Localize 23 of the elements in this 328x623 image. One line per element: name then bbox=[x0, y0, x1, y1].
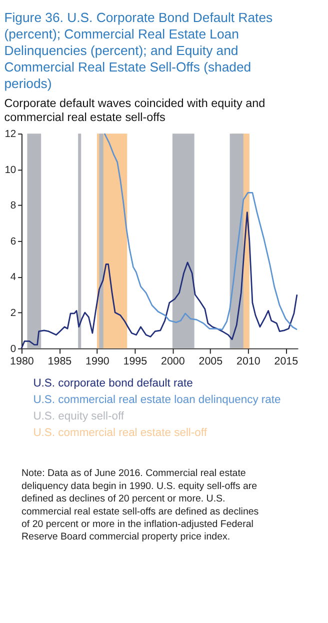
y-tick-label: 8 bbox=[10, 200, 16, 212]
y-tick-label: 6 bbox=[10, 236, 16, 248]
x-tick-label: 2000 bbox=[160, 355, 185, 368]
text: U.S. commercial real estate loan delinquency rate bbox=[33, 394, 281, 406]
x-tick-label: 1990 bbox=[86, 355, 110, 368]
chart-subtitle: Corporate default waves coincided with equity and commercial real estate sell-offs bbox=[4, 97, 266, 124]
y-tick-label: 0 bbox=[10, 344, 16, 355]
x-tick-label: 2010 bbox=[236, 355, 260, 368]
chart-title: Figure 36. U.S. Corporate Bond Default Rates (percent); Commercial Real Estate Loan Delinquencies (percent); and Equity and Commercial Real Estate Sell-Offs (shaded periods) bbox=[4, 10, 274, 92]
band-label: U.S. commercial real estate sell-off bbox=[33, 427, 208, 440]
y-tick-label: 2 bbox=[10, 308, 16, 319]
x-tick-label: 1980 bbox=[10, 355, 34, 368]
x-tick-label: 1985 bbox=[48, 355, 72, 368]
x-tick-label: 1995 bbox=[123, 355, 148, 368]
x-tick-label: 2005 bbox=[198, 355, 223, 368]
text: U.S. corporate bond default rate bbox=[33, 377, 193, 390]
y-tick-label: 10 bbox=[4, 164, 16, 176]
line-series bbox=[104, 132, 298, 330]
text: Note: Data as of June 2016. Commercial real estate deliquency data begin in 1990. U.S. equity sell-offs are defined as declines of 20 percent or more. U.S. commercial real estate sell-offs are defined as declines of 20 percent or more in the inflation-adjusted Federal Reserve Board commercial property price index. bbox=[21, 468, 259, 543]
band-label: U.S. equity sell-off bbox=[33, 410, 125, 423]
y-tick-label: 12 bbox=[4, 128, 16, 140]
x-tick-label: 2015 bbox=[274, 355, 298, 368]
y-tick-label: 4 bbox=[10, 272, 16, 284]
